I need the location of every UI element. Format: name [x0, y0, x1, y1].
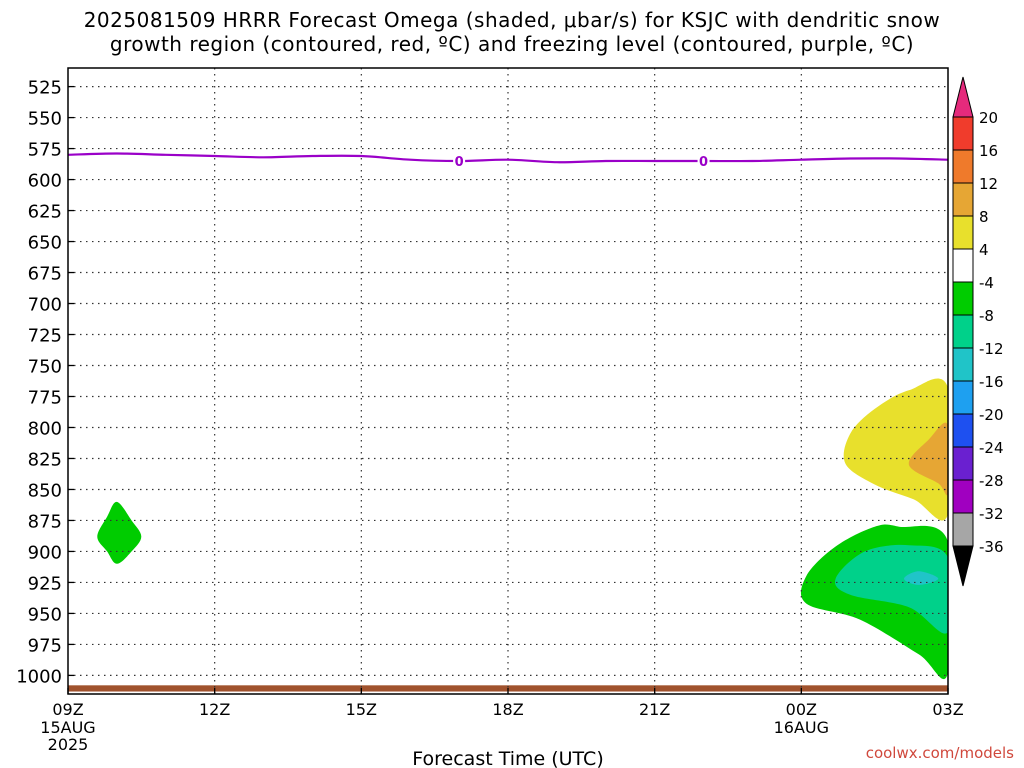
colorbar-segment-2 — [952, 149, 974, 184]
colorbar-tick-label: -20 — [979, 406, 1004, 424]
y-tick-label: 900 — [28, 542, 62, 563]
y-tick-label: 575 — [28, 140, 62, 161]
colorbar-segment-10 — [952, 413, 974, 448]
y-tick-label: 875 — [28, 511, 62, 532]
colorbar-tick-label: -4 — [979, 274, 994, 292]
freezing-level-label: 0 — [455, 155, 464, 170]
y-tick-label: 675 — [28, 264, 62, 285]
colorbar-segment-9 — [952, 380, 974, 415]
colorbar-segment-13 — [952, 512, 974, 547]
colorbar-tick-label: -24 — [979, 439, 1004, 457]
y-tick-label: 625 — [28, 202, 62, 223]
colorbar-bottom-arrow — [952, 545, 974, 587]
colorbar-top-arrow — [952, 76, 974, 118]
colorbar-segment-1 — [952, 116, 974, 151]
site-credit: coolwx.com/models — [865, 744, 1014, 762]
axes-layer: 525 550 575 600 625 650 675 700 725 750 775 800 825 8… — [16, 67, 964, 768]
colorbar-tick-label: -8 — [979, 307, 994, 325]
x-tick-sublabel: 2025 — [48, 735, 89, 754]
colorbar-segment-4 — [952, 215, 974, 250]
x-tick-label: 21Z — [639, 700, 670, 719]
colorbar-tick-label: 12 — [979, 175, 998, 193]
x-tick-sublabel: 16AUG — [774, 718, 829, 737]
omega-region-1 — [843, 378, 948, 521]
x-tick-label: 15Z — [346, 700, 377, 719]
freezing-level-label: 0 — [699, 155, 708, 170]
y-tick-label: 550 — [28, 109, 62, 130]
colorbar-segment-8 — [952, 347, 974, 382]
y-tick-label: 700 — [28, 295, 62, 316]
colorbar-segment-11 — [952, 446, 974, 481]
y-tick-label: 650 — [28, 233, 62, 254]
omega-region-5 — [904, 571, 939, 585]
y-tick-label: 1000 — [16, 666, 62, 687]
colorbar-segment-12 — [952, 479, 974, 514]
chart-title-line-1: 2025081509 HRRR Forecast Omega (shaded, … — [83, 8, 941, 32]
y-tick-label: 925 — [28, 573, 62, 594]
freezing-level-line — [67, 152, 949, 164]
colorbar-tick-label: -32 — [979, 505, 1004, 523]
colorbar-tick-label: -36 — [979, 538, 1004, 556]
colorbar-tick-label: 20 — [979, 109, 998, 127]
y-tick-label: 950 — [28, 604, 62, 625]
y-tick-label: 725 — [28, 326, 62, 347]
x-tick-label: 12Z — [199, 700, 230, 719]
freezing-level-label-bg-1 — [697, 152, 710, 169]
y-tick-label: 525 — [28, 78, 62, 99]
colorbar-tick-label: 16 — [979, 142, 998, 160]
colorbar-segment-7 — [952, 314, 974, 349]
x-tick-sublabel: 15AUG — [40, 718, 95, 737]
y-tick-label: 850 — [28, 480, 62, 501]
colorbar-segment-6 — [952, 281, 974, 316]
y-tick-label: 600 — [28, 171, 62, 192]
colorbar-segment-3 — [952, 182, 974, 217]
grid-layer — [68, 68, 948, 694]
colorbar-tick-label: 8 — [979, 208, 989, 226]
colorbar-tick-label: -28 — [979, 472, 1004, 490]
chart-title-line-2: growth region (contoured, red, ºC) and f… — [109, 32, 915, 56]
x-tick-label: 18Z — [492, 700, 523, 719]
colorbar-tick-label: 4 — [979, 241, 989, 259]
y-tick-label: 750 — [28, 357, 62, 378]
x-tick-label: 00Z — [786, 700, 817, 719]
omega-region-4 — [835, 544, 948, 634]
colorbar-tick-label: -16 — [979, 373, 1004, 391]
y-tick-label: 975 — [28, 635, 62, 656]
colorbar-segment-5 — [952, 248, 974, 283]
omega-region-0 — [97, 501, 142, 564]
colorbar-tick-label: -12 — [979, 340, 1004, 358]
x-axis-label: Forecast Time (UTC) — [412, 748, 603, 768]
freezing-level-label-bg-0 — [453, 152, 466, 169]
y-tick-label: 775 — [28, 387, 62, 408]
y-tick-label: 800 — [28, 418, 62, 439]
omega-region-2 — [908, 422, 948, 496]
colorbar: 20 16 12 8 4 -4 -8 -12 -16 -20 -24 -28 -32 -36 — [952, 76, 1004, 587]
x-tick-label: 09Z — [52, 700, 83, 719]
x-tick-label: 03Z — [932, 700, 963, 719]
y-tick-label: 825 — [28, 449, 62, 470]
